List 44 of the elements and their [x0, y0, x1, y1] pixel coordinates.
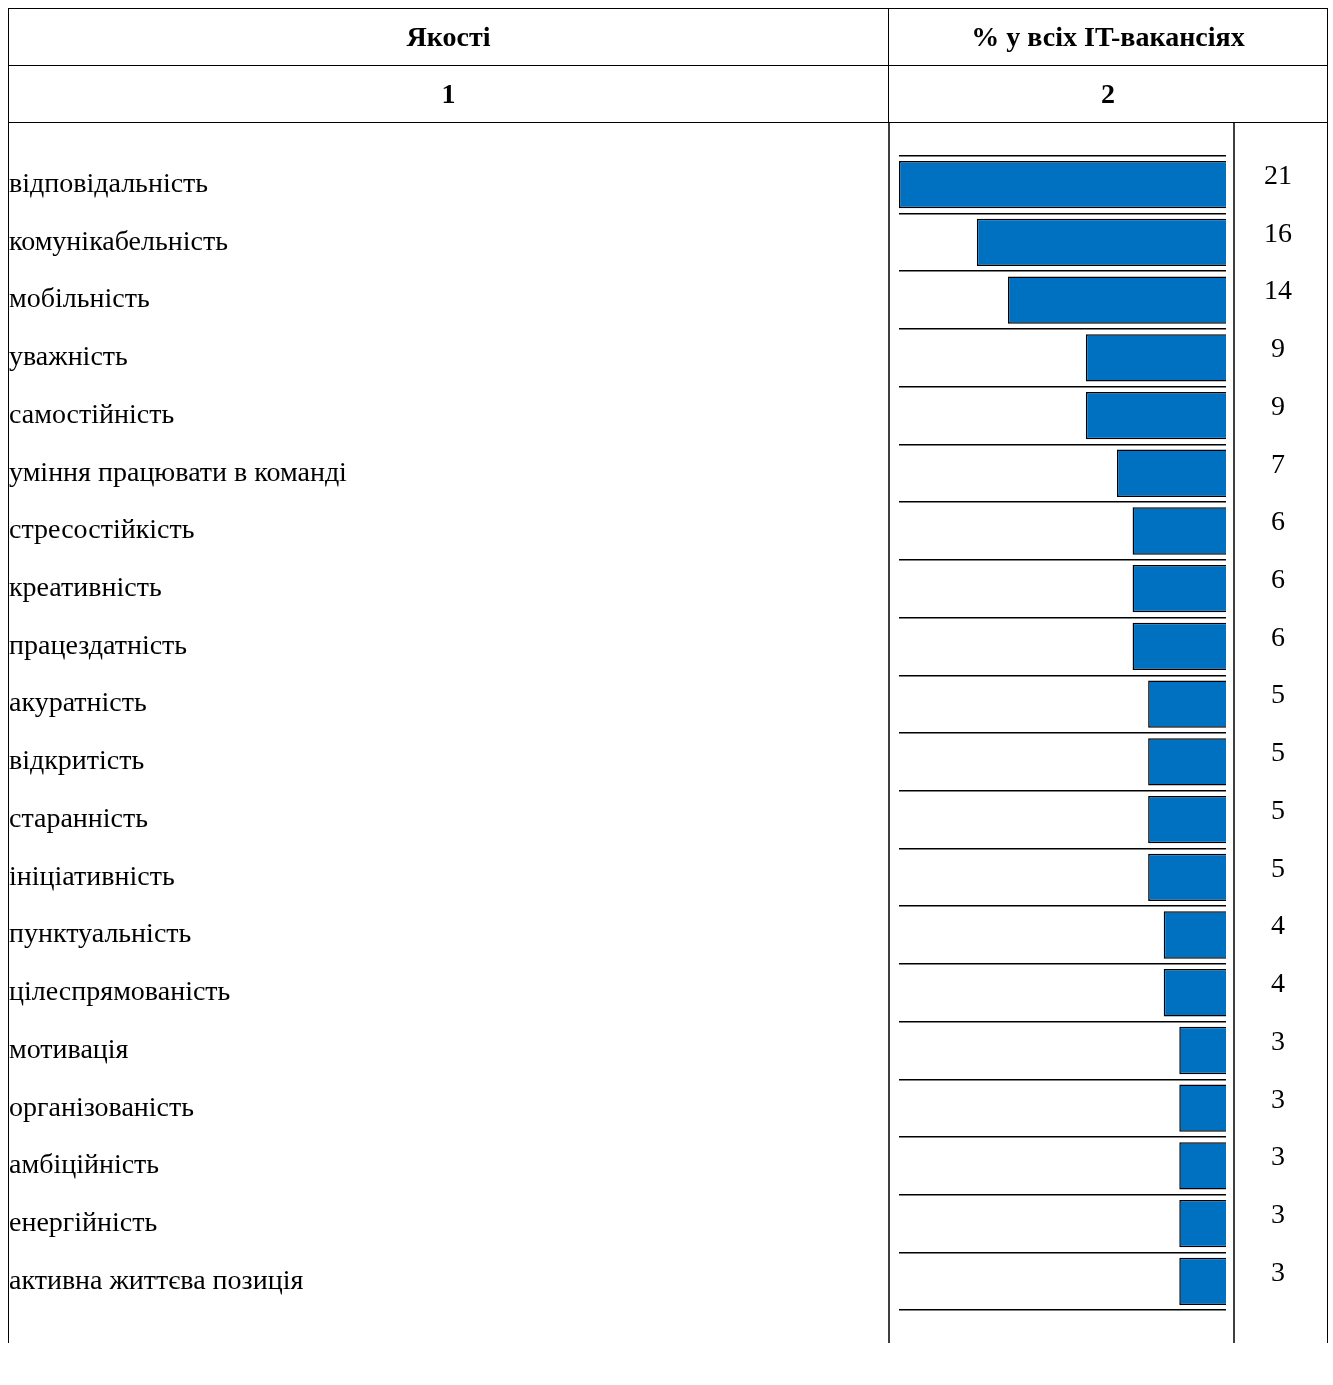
- y-tick-label: стресостійкість: [9, 513, 195, 545]
- data-label: 14: [1264, 274, 1292, 306]
- y-tick-label: відповідальність: [9, 167, 209, 199]
- data-label: 6: [1271, 620, 1285, 652]
- text: 2: [1100, 77, 1116, 111]
- y-tick-label: креативність: [9, 571, 162, 603]
- y-tick-label: відкритість: [9, 744, 145, 776]
- data-label: 4: [1271, 909, 1285, 941]
- data-label: 3: [1271, 1082, 1285, 1114]
- data-label: 9: [1271, 389, 1285, 421]
- y-tick-label: працездатність: [9, 628, 188, 660]
- data-label: 7: [1271, 447, 1285, 479]
- y-tick-label: амбіційність: [9, 1148, 160, 1180]
- y-tick-label: мобільність: [9, 282, 150, 314]
- data-label: 9: [1271, 332, 1285, 364]
- y-tick-label: активна життєва позиція: [9, 1263, 304, 1295]
- data-label: 4: [1271, 967, 1285, 999]
- data-label: 6: [1271, 563, 1285, 595]
- data-label: 21: [1264, 159, 1292, 191]
- y-tick-label: мотивація: [9, 1032, 129, 1064]
- data-label: 3: [1271, 1197, 1285, 1229]
- data-label: 3: [1271, 1024, 1285, 1056]
- y-tick-label: організованість: [9, 1090, 195, 1122]
- data-label: 5: [1271, 793, 1285, 825]
- data-label: 5: [1271, 678, 1285, 710]
- y-tick-label: уважність: [9, 340, 128, 372]
- text: 1: [9, 66, 889, 122]
- x-axis-title: % у всіх IT-вакансіях: [970, 20, 1246, 54]
- y-tick-label: уміння працювати в команді: [9, 455, 348, 487]
- y-tick-label: ініціативність: [9, 859, 175, 891]
- data-label: 6: [1271, 505, 1285, 537]
- y-tick-label: пунктуальність: [9, 917, 192, 949]
- data-label: 3: [1271, 1255, 1285, 1287]
- data-label: 5: [1271, 851, 1285, 883]
- y-tick-label: старанність: [9, 801, 149, 833]
- data-label: 5: [1271, 736, 1285, 768]
- y-tick-label: комунікабельність: [9, 224, 228, 256]
- data-label: 3: [1271, 1140, 1285, 1172]
- y-tick-label: цілеспрямованість: [9, 975, 231, 1007]
- y-axis-title: Якості: [9, 9, 889, 65]
- y-tick-label: акуратність: [9, 686, 147, 718]
- data-label: 16: [1264, 216, 1292, 248]
- y-tick-label: самостійність: [9, 397, 175, 429]
- y-tick-label: енергійність: [9, 1205, 158, 1237]
